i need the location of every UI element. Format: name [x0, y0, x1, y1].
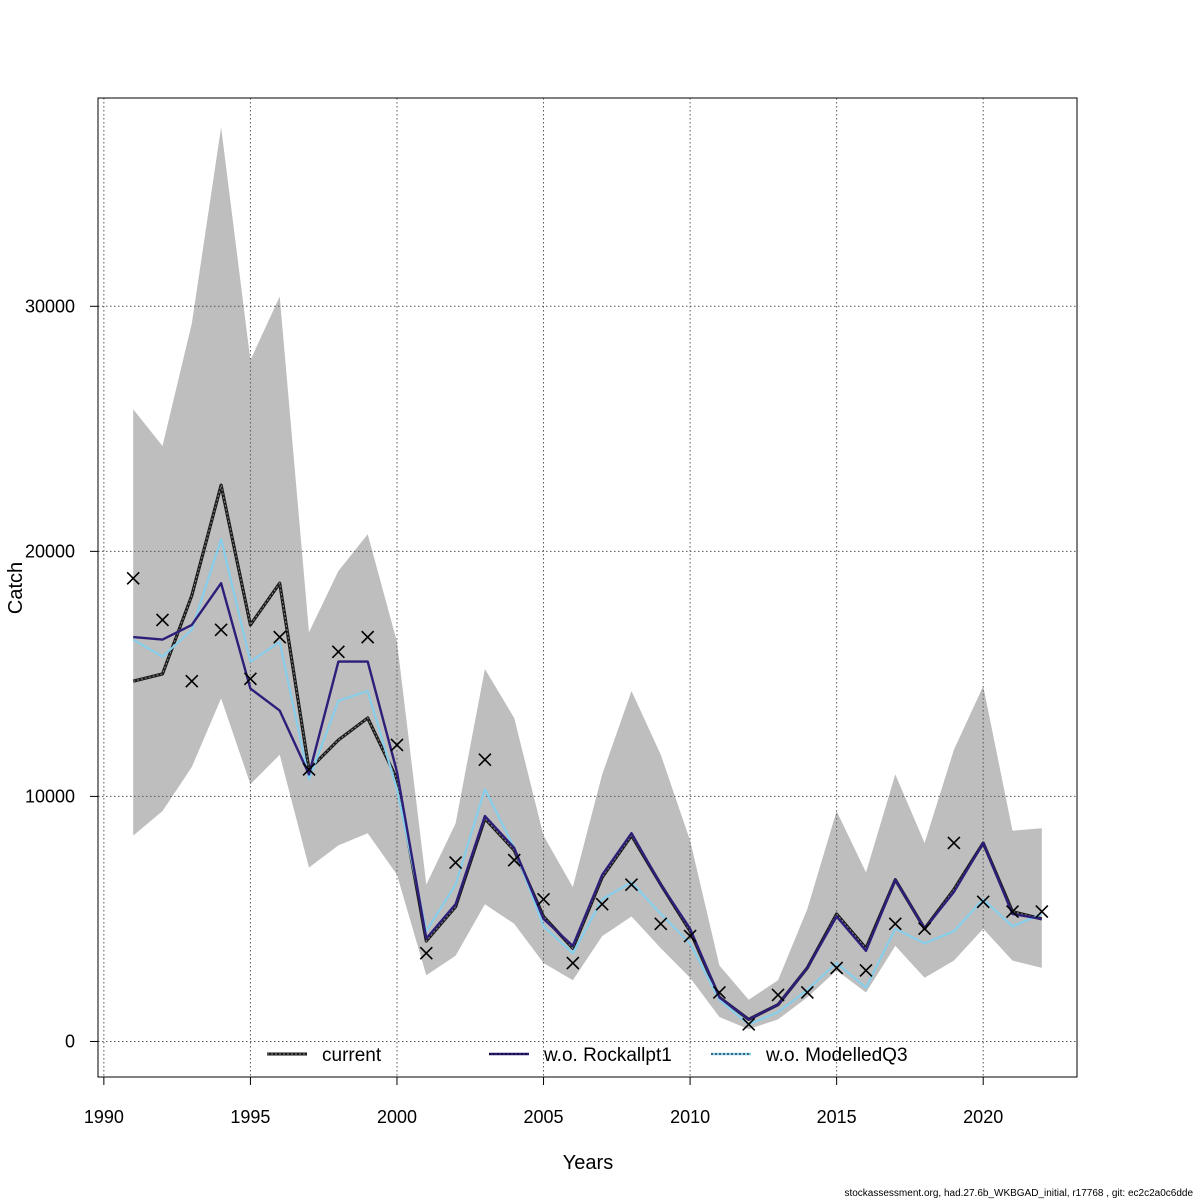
observation-marker [800, 985, 814, 1000]
observation-marker [595, 897, 609, 911]
y-axis-title: Catch [5, 562, 27, 614]
observation-marker [771, 988, 785, 1002]
x-tick-label: 1995 [230, 1107, 270, 1127]
grid-layer [98, 98, 1077, 1077]
observation-marker [331, 645, 345, 659]
observation-marker [859, 963, 873, 977]
observation-marker [683, 929, 697, 943]
x-axis-title: Years [563, 1152, 613, 1174]
observation-marker [390, 738, 404, 752]
observation-marker [1005, 905, 1020, 919]
legend-item-1-label: current [322, 1045, 382, 1066]
observation-marker [712, 985, 726, 1000]
observation-marker [947, 836, 961, 850]
observation-marker [830, 961, 844, 975]
observation-marker [302, 762, 316, 777]
observation-marker [126, 571, 140, 585]
series-line-wo-rockallpt1 [133, 582, 1042, 1021]
observation-marker [185, 674, 199, 688]
observation-marker [888, 917, 902, 931]
observation-marker [419, 946, 433, 960]
x-tick-label: 2000 [377, 1107, 417, 1127]
x-axis: 1990 1995 2000 2005 2010 2015 2020 [84, 1076, 1003, 1127]
footer-text: stockassessment.org, had.27.6b_WKBGAD_in… [844, 1188, 1193, 1199]
observation-marker [1035, 905, 1049, 919]
series-line-wo-modelledq3 [132, 537, 1043, 1026]
x-tick-label: 2020 [963, 1107, 1003, 1127]
series-layer [132, 483, 1043, 1026]
observation-marker [742, 1017, 756, 1031]
y-tick-label: 0 [65, 1031, 75, 1051]
observation-marker [155, 613, 170, 627]
legend: current w.o. Rockallpt1 w.o. ModelledQ3 [267, 1045, 908, 1066]
y-axis: 0 10000 20000 30000 [25, 296, 99, 1051]
observation-marker [478, 753, 492, 767]
x-tick-label: 2005 [524, 1107, 564, 1127]
observation-marker [536, 892, 551, 906]
y-tick-label: 10000 [25, 786, 75, 806]
y-tick-label: 30000 [25, 296, 75, 316]
observation-marker [566, 956, 580, 970]
observation-marker [243, 672, 257, 686]
observations-layer [126, 571, 1049, 1031]
observation-marker [214, 623, 228, 637]
observation-marker [361, 630, 375, 644]
observation-marker [976, 895, 990, 909]
observation-marker [273, 630, 287, 644]
confidence-band [133, 127, 1042, 1030]
x-tick-label: 2015 [817, 1107, 857, 1127]
y-tick-label: 20000 [25, 541, 75, 561]
legend-item-2-label: w.o. Rockallpt1 [543, 1045, 672, 1066]
observation-marker [654, 917, 668, 931]
x-tick-label: 1990 [84, 1107, 124, 1127]
observation-marker [624, 878, 639, 892]
legend-item-3-label: w.o. ModelledQ3 [765, 1045, 908, 1066]
x-tick-label: 2010 [670, 1107, 710, 1127]
confidence-band-layer [133, 127, 1042, 1030]
observation-marker [449, 856, 463, 870]
observation-marker [918, 922, 932, 936]
observation-marker [507, 853, 521, 867]
